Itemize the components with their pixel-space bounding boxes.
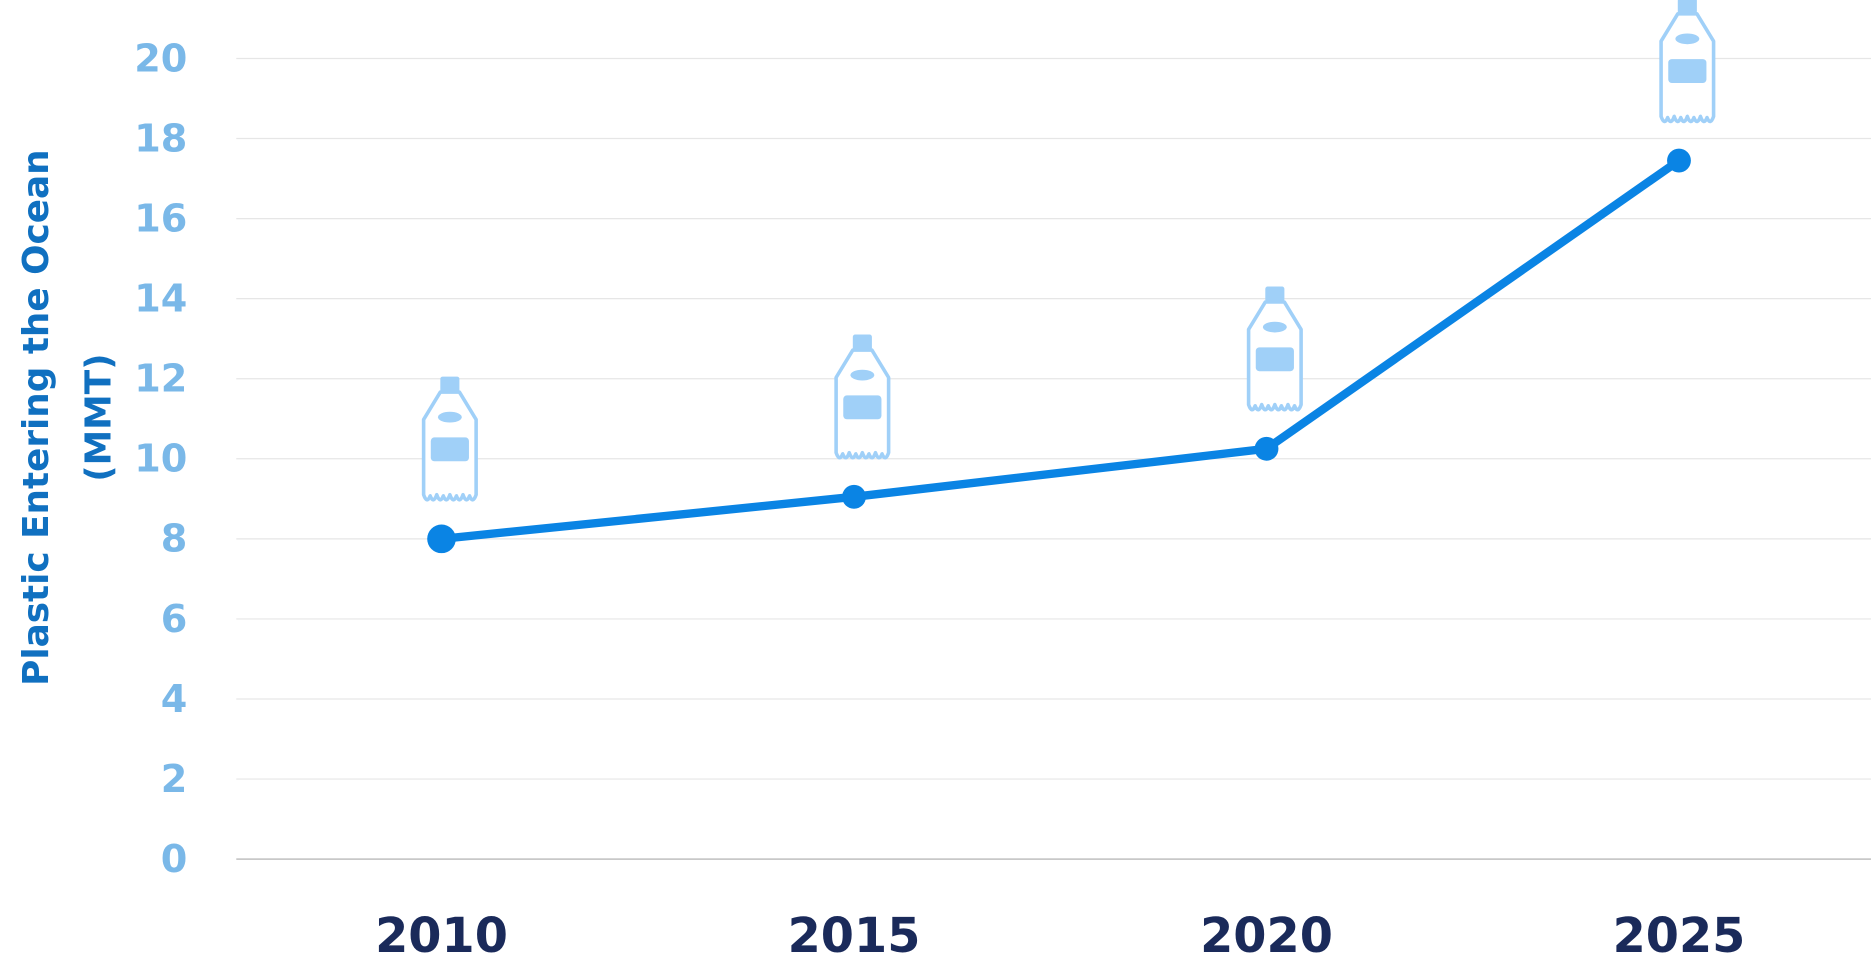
bottle-cap	[852, 334, 872, 351]
bottle-icon	[834, 334, 891, 460]
data-point	[1254, 436, 1279, 461]
bottle-label	[1255, 347, 1294, 372]
bottle-cap	[1265, 286, 1285, 303]
x-tick-label: 2010	[375, 909, 508, 961]
y-tick-label: 12	[134, 358, 187, 402]
y-tick-label: 6	[161, 598, 188, 642]
y-axis-title-line: Plastic Entering the Ocean	[16, 149, 57, 686]
y-tick-label: 4	[161, 678, 188, 722]
bottle-label	[430, 437, 469, 462]
y-tick-label: 2	[161, 758, 188, 802]
bottle-cap	[440, 376, 460, 393]
y-tick-label: 14	[134, 278, 187, 322]
y-tick-label: 8	[161, 518, 188, 562]
bottle-cap	[1677, 0, 1697, 14]
x-tick-label: 2015	[788, 909, 921, 961]
bottle-label	[843, 395, 882, 420]
bottle-mark	[850, 369, 875, 381]
data-point	[842, 484, 866, 509]
bottle-icon	[1659, 0, 1716, 124]
y-axis-title: Plastic Entering the Ocean (MMT)	[16, 149, 119, 686]
bottle-mark	[1675, 33, 1700, 45]
y-tick-label: 20	[134, 37, 187, 81]
y-tick-label: 10	[134, 438, 187, 482]
y-tick-label: 18	[134, 117, 187, 161]
bottle-mark	[437, 411, 462, 423]
data-point	[427, 524, 456, 554]
data-line	[441, 157, 1682, 544]
y-tick-label: 0	[161, 838, 188, 882]
bottle-mark	[1262, 321, 1287, 333]
bottle-icon	[1246, 286, 1303, 412]
x-tick-label: 2025	[1613, 909, 1746, 961]
bottle-label	[1668, 59, 1707, 83]
data-point	[1667, 148, 1691, 173]
x-tick-label: 2020	[1200, 909, 1333, 961]
bottle-icon	[421, 376, 478, 502]
y-axis-title-line: (MMT)	[78, 353, 119, 481]
y-tick-label: 16	[134, 197, 187, 241]
